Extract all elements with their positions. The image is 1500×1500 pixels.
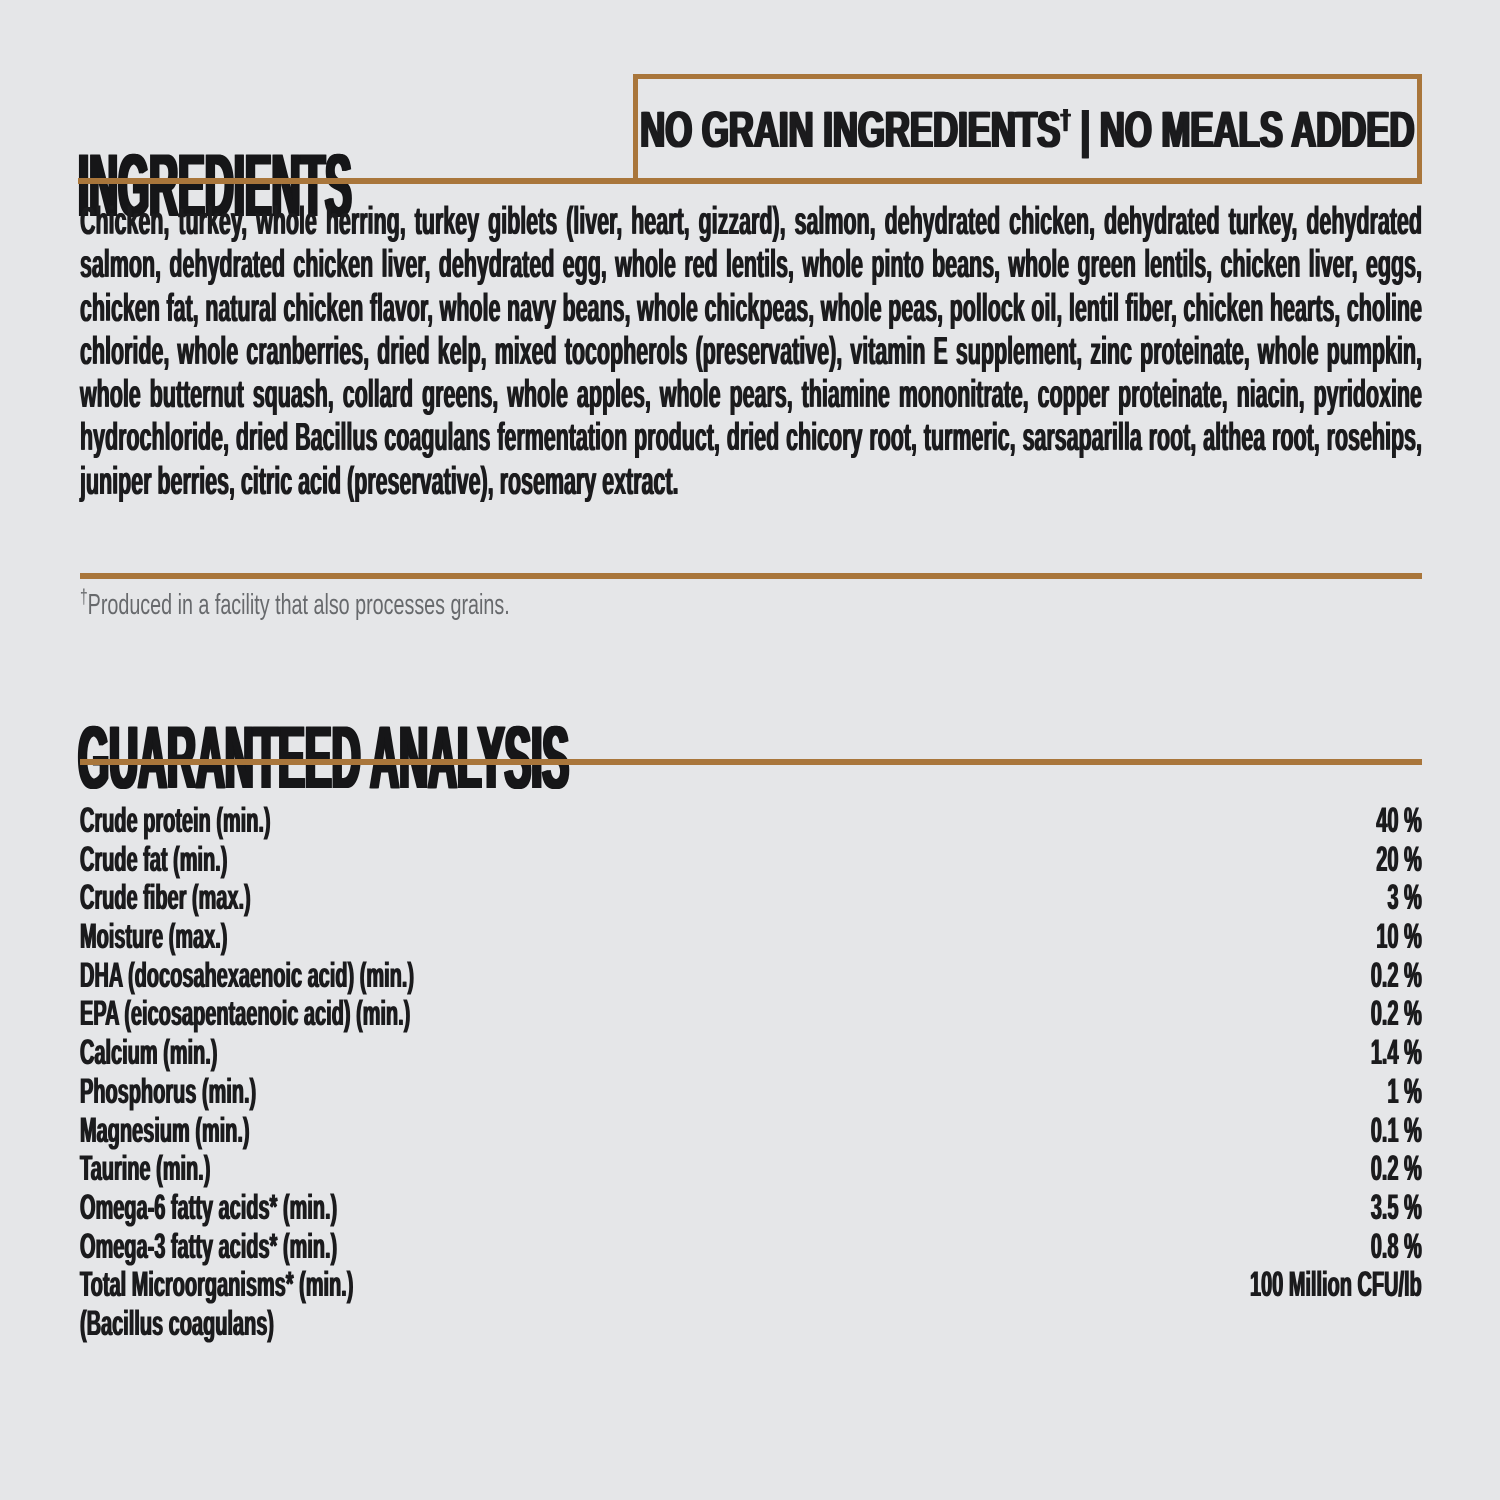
ingredients-heading-text: INGREDIENTS: [78, 134, 352, 235]
row-label: Phosphorus (min.): [80, 1071, 257, 1111]
footnote-divider-rule: [80, 573, 1422, 579]
row-label: Omega-6 fatty acids* (min.): [80, 1187, 338, 1227]
table-row: Omega-3 fatty acids* (min.) 0.8 %: [80, 1226, 1422, 1267]
table-row: DHA (docosahexaenoic acid) (min.) 0.2 %: [80, 955, 1422, 996]
analysis-divider-rule: [80, 759, 1422, 765]
row-value: 3 %: [1387, 878, 1422, 918]
row-label: Crude protein (min.): [80, 801, 271, 840]
heading-divider-rule: [78, 178, 1422, 184]
no-grain-badge-text: NO GRAIN INGREDIENTS† | NO MEALS ADDED: [640, 104, 1414, 155]
grain-facility-footnote: †Produced in a facility that also proces…: [80, 586, 1500, 622]
row-value: 0.2 %: [1370, 955, 1422, 995]
table-row: Taurine (min.) 0.2 %: [80, 1149, 1422, 1189]
row-label: EPA (eicosapentaenoic acid) (min.): [80, 994, 411, 1034]
footnote-dagger-mark: †: [80, 586, 88, 609]
table-row: Total Microorganisms* (min.) 100 Million …: [80, 1266, 1422, 1305]
guaranteed-analysis-table: Crude protein (min.) 40 % Crude fat (min.…: [80, 801, 1422, 1344]
row-label: Moisture (max.): [80, 917, 228, 957]
table-row: Crude protein (min.) 40 %: [80, 801, 1422, 841]
row-value: 100 Million CFU/lb: [1249, 1265, 1422, 1305]
table-row: Crude fiber (max.) 3 %: [80, 879, 1422, 918]
row-label: DHA (docosahexaenoic acid) (min.): [80, 955, 415, 995]
row-label: Total Microorganisms* (min.): [80, 1265, 354, 1305]
ingredients-list-text: Chicken, turkey, whole herring, turkey g…: [80, 200, 1422, 503]
row-label: Omega-3 fatty acids* (min.): [80, 1226, 338, 1266]
row-value: 0.2 %: [1370, 1149, 1422, 1189]
table-row: Omega-6 fatty acids* (min.) 3.5 %: [80, 1187, 1422, 1228]
dagger-mark: †: [1060, 103, 1071, 135]
table-row: (Bacillus coagulans): [80, 1303, 1422, 1344]
row-value: 0.1 %: [1370, 1110, 1422, 1150]
table-row: Crude fat (min.) 20 %: [80, 839, 1422, 880]
row-value: 10 %: [1376, 917, 1422, 957]
guaranteed-analysis-heading-text: GUARANTEED ANALYSIS: [78, 706, 570, 807]
badge-text-after-dagger: | NO MEALS ADDED: [1070, 100, 1415, 158]
row-value: 40 %: [1376, 801, 1422, 840]
row-label: Crude fiber (max.): [80, 878, 251, 918]
badge-text-before-dagger: NO GRAIN INGREDIENTS: [640, 100, 1061, 158]
row-value: 1 %: [1387, 1071, 1422, 1111]
row-label: Magnesium (min.): [80, 1110, 250, 1150]
row-label: Calcium (min.): [80, 1033, 218, 1073]
no-grain-badge-box: NO GRAIN INGREDIENTS† | NO MEALS ADDED: [633, 74, 1422, 184]
table-row: EPA (eicosapentaenoic acid) (min.) 0.2 %: [80, 995, 1422, 1034]
row-value: 3.5 %: [1370, 1187, 1422, 1227]
row-value: 0.8 %: [1370, 1226, 1422, 1266]
table-row: Phosphorus (min.) 1 %: [80, 1071, 1422, 1112]
row-value: 20 %: [1376, 839, 1422, 879]
ingredients-heading: INGREDIENTS: [78, 134, 686, 235]
table-row: Magnesium (min.) 0.1 %: [80, 1110, 1422, 1151]
table-row: Moisture (max.) 10 %: [80, 917, 1422, 957]
guaranteed-analysis-heading: GUARANTEED ANALYSIS: [78, 706, 1169, 807]
row-label: (Bacillus coagulans): [80, 1303, 275, 1343]
footnote-text: Produced in a facility that also process…: [87, 589, 510, 621]
row-label: Crude fat (min.): [80, 839, 228, 879]
row-label: Taurine (min.): [80, 1149, 211, 1189]
row-value: 0.2 %: [1370, 994, 1422, 1034]
table-row: Calcium (min.) 1.4 %: [80, 1033, 1422, 1073]
row-value: 1.4 %: [1370, 1033, 1422, 1073]
